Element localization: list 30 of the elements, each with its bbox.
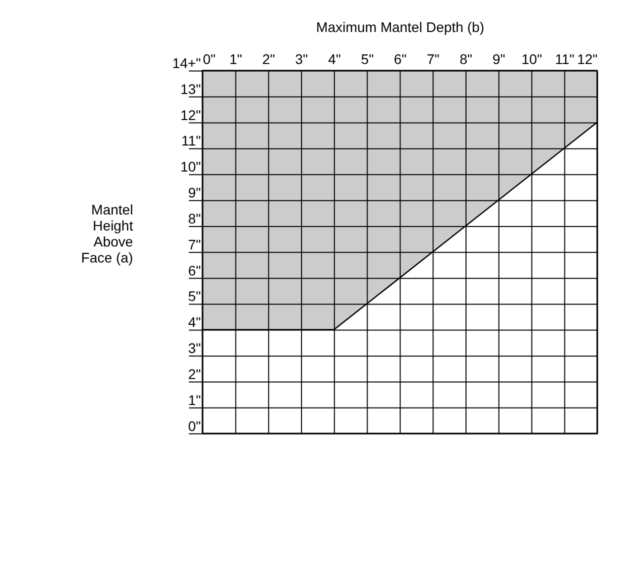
y-tick-label: 10" [180,158,201,175]
x-tick-label: 3" [295,51,308,68]
x-tick-label: 11" [554,51,574,68]
x-tick-label: 2" [262,51,276,68]
y-tick-label: 7" [188,236,201,252]
x-tick-label: 12" [577,51,598,68]
y-tick-label: 1" [188,392,201,408]
y-tick-label: 8" [188,210,201,226]
y-tick-label: 9" [188,184,201,201]
x-tick-label: 8" [460,51,472,68]
y-tick-label: 0" [188,418,201,434]
x-tick-label: 9" [492,51,506,68]
x-tick-label: 7" [426,51,440,68]
y-tick-label: 3" [188,340,201,356]
x-tick-label: 6" [394,51,407,68]
y-tick-label: 5" [188,288,201,304]
x-tick-label: 1" [229,51,242,68]
y-tick-label: 2" [188,366,201,382]
y-tick-label: 11" [181,132,201,149]
x-tick-label: 4" [328,51,341,68]
x-tick-label: 0" [202,51,216,68]
y-tick-label: 14+" [172,55,201,71]
x-tick-label: 5" [360,51,374,68]
y-tick-label: 12" [180,106,201,123]
y-tick-label: 13" [180,80,201,97]
x-axis-title: Maximum Mantel Depth (b) [316,19,484,36]
y-tick-label: 4" [188,314,201,330]
y-tick-label: 6" [188,262,201,278]
y-axis-title: Mantel Height Above Face (a) [81,202,134,266]
x-tick-label: 10" [522,51,542,68]
